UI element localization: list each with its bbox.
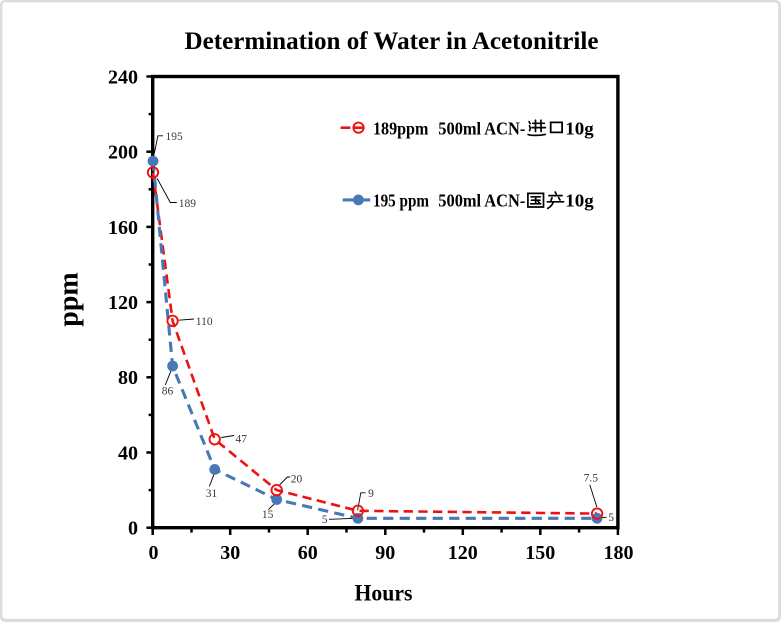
svg-text:110: 110 [196, 316, 213, 328]
svg-text:5: 5 [322, 514, 328, 526]
svg-text:10g: 10g [565, 190, 594, 210]
svg-text:120: 120 [448, 542, 478, 564]
svg-text:20: 20 [291, 473, 303, 485]
svg-text:0: 0 [149, 542, 159, 564]
svg-text:60: 60 [298, 542, 318, 564]
svg-text:500ml ACN-: 500ml ACN- [438, 118, 525, 138]
svg-text:7.5: 7.5 [584, 473, 599, 485]
svg-text:200: 200 [108, 142, 138, 164]
svg-text:180: 180 [604, 542, 634, 564]
svg-text:0: 0 [128, 518, 138, 540]
svg-text:189: 189 [179, 198, 197, 210]
svg-text:120: 120 [108, 292, 138, 314]
svg-text:160: 160 [108, 217, 138, 239]
svg-text:195: 195 [166, 131, 184, 143]
svg-text:86: 86 [162, 385, 174, 397]
svg-text:189ppm: 189ppm [373, 118, 429, 138]
svg-text:90: 90 [375, 542, 395, 564]
svg-text:47: 47 [236, 434, 248, 446]
svg-text:Determination of Water in Acet: Determination of Water in Acetonitrile [185, 28, 599, 55]
svg-text:5: 5 [608, 512, 614, 524]
svg-text:10g: 10g [565, 118, 594, 138]
svg-text:80: 80 [118, 367, 138, 389]
svg-text:30: 30 [220, 542, 240, 564]
svg-text:15: 15 [262, 509, 274, 521]
svg-text:Hours: Hours [355, 581, 413, 606]
svg-text:40: 40 [118, 442, 138, 464]
svg-text:240: 240 [108, 66, 138, 88]
svg-text:31: 31 [206, 488, 218, 500]
svg-text:195 ppm: 195 ppm [373, 190, 429, 210]
svg-text:9: 9 [368, 488, 374, 500]
svg-text:500ml ACN-: 500ml ACN- [438, 190, 525, 210]
svg-text:ppm: ppm [54, 272, 85, 326]
svg-text:150: 150 [525, 542, 555, 564]
